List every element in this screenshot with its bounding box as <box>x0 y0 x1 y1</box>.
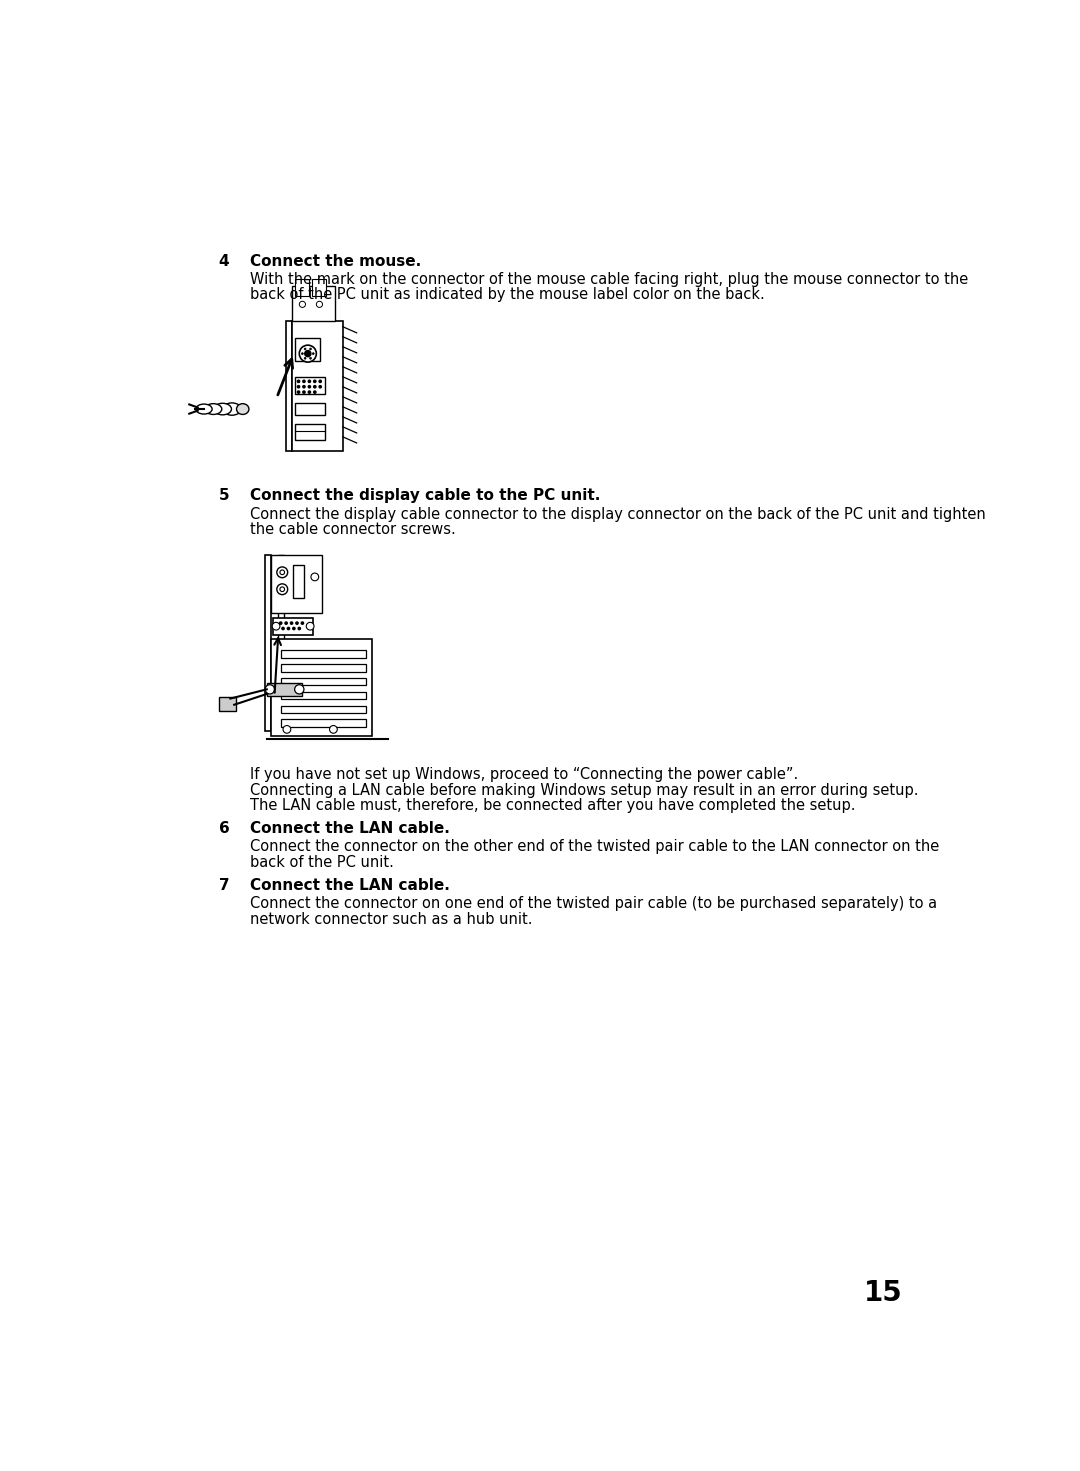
Circle shape <box>308 380 311 382</box>
Bar <box>296 279 309 296</box>
Circle shape <box>276 584 287 594</box>
Text: 5: 5 <box>218 488 229 503</box>
Circle shape <box>280 622 282 624</box>
Ellipse shape <box>195 405 212 413</box>
Circle shape <box>307 622 314 630</box>
Circle shape <box>301 622 303 624</box>
Bar <box>281 719 366 727</box>
Circle shape <box>272 622 280 630</box>
Circle shape <box>313 385 316 388</box>
Circle shape <box>312 353 314 355</box>
Text: 7: 7 <box>218 878 229 893</box>
Circle shape <box>291 622 293 624</box>
Bar <box>281 650 366 658</box>
Circle shape <box>295 684 303 694</box>
Bar <box>278 556 284 715</box>
Circle shape <box>319 380 322 382</box>
Ellipse shape <box>214 403 231 415</box>
Circle shape <box>283 725 291 733</box>
Circle shape <box>296 622 298 624</box>
Bar <box>296 338 321 362</box>
Text: 6: 6 <box>218 821 229 836</box>
Circle shape <box>305 357 306 359</box>
Bar <box>281 691 366 699</box>
Text: network connector such as a hub unit.: network connector such as a hub unit. <box>249 912 532 927</box>
Circle shape <box>276 566 287 578</box>
Text: Connect the LAN cable.: Connect the LAN cable. <box>249 878 449 893</box>
Ellipse shape <box>237 403 248 415</box>
Circle shape <box>302 385 306 388</box>
Circle shape <box>285 622 287 624</box>
Circle shape <box>299 346 316 362</box>
Circle shape <box>308 385 311 388</box>
Circle shape <box>297 391 299 393</box>
Circle shape <box>280 569 284 575</box>
Circle shape <box>310 357 311 359</box>
Bar <box>293 321 342 452</box>
Text: Connecting a LAN cable before making Windows setup may result in an error during: Connecting a LAN cable before making Win… <box>249 783 918 797</box>
Text: the cable connector screws.: the cable connector screws. <box>249 522 456 537</box>
Text: If you have not set up Windows, proceed to “Connecting the power cable”.: If you have not set up Windows, proceed … <box>249 766 798 783</box>
Text: Connect the LAN cable.: Connect the LAN cable. <box>249 821 449 836</box>
Circle shape <box>305 349 306 350</box>
Text: Connect the mouse.: Connect the mouse. <box>249 253 421 269</box>
Bar <box>293 285 335 321</box>
Bar <box>281 663 366 672</box>
Text: With the mark on the connector of the mouse cable facing right, plug the mouse c: With the mark on the connector of the mo… <box>249 272 968 287</box>
Bar <box>312 279 326 296</box>
Circle shape <box>311 574 319 581</box>
Circle shape <box>282 627 284 630</box>
Text: 4: 4 <box>218 253 229 269</box>
Bar <box>266 556 271 731</box>
Text: 15: 15 <box>864 1280 902 1308</box>
Text: Connect the connector on the other end of the twisted pair cable to the LAN conn: Connect the connector on the other end o… <box>249 840 939 855</box>
Circle shape <box>301 353 303 355</box>
Circle shape <box>308 391 311 393</box>
Circle shape <box>287 627 289 630</box>
Bar <box>293 565 303 597</box>
Circle shape <box>316 302 323 307</box>
FancyBboxPatch shape <box>267 683 302 696</box>
Bar <box>281 706 366 713</box>
FancyBboxPatch shape <box>218 697 235 710</box>
Ellipse shape <box>205 403 221 415</box>
Bar <box>296 425 325 440</box>
Text: back of the PC unit.: back of the PC unit. <box>249 855 393 869</box>
Text: Connect the display cable to the PC unit.: Connect the display cable to the PC unit… <box>249 488 600 503</box>
Text: Connect the connector on one end of the twisted pair cable (to be purchased sepa: Connect the connector on one end of the … <box>249 896 936 912</box>
Circle shape <box>266 684 274 694</box>
Circle shape <box>302 391 306 393</box>
Circle shape <box>297 380 299 382</box>
Circle shape <box>313 391 316 393</box>
FancyBboxPatch shape <box>273 618 313 634</box>
Circle shape <box>298 627 300 630</box>
Circle shape <box>280 587 284 591</box>
Circle shape <box>299 302 306 307</box>
Text: The LAN cable must, therefore, be connected after you have completed the setup.: The LAN cable must, therefore, be connec… <box>249 797 855 813</box>
Ellipse shape <box>222 403 241 415</box>
FancyBboxPatch shape <box>296 377 325 394</box>
Circle shape <box>293 627 295 630</box>
Text: Connect the display cable connector to the display connector on the back of the : Connect the display cable connector to t… <box>249 507 985 522</box>
Circle shape <box>305 350 311 356</box>
Circle shape <box>297 385 299 388</box>
Bar <box>271 556 322 613</box>
FancyBboxPatch shape <box>296 403 325 415</box>
Circle shape <box>329 725 337 733</box>
Bar <box>281 678 366 685</box>
Text: back of the PC unit as indicated by the mouse label color on the back.: back of the PC unit as indicated by the … <box>249 287 765 303</box>
Circle shape <box>319 385 322 388</box>
Circle shape <box>313 380 316 382</box>
Bar <box>286 321 293 452</box>
Circle shape <box>310 349 311 350</box>
Bar <box>271 640 373 736</box>
Circle shape <box>302 380 306 382</box>
